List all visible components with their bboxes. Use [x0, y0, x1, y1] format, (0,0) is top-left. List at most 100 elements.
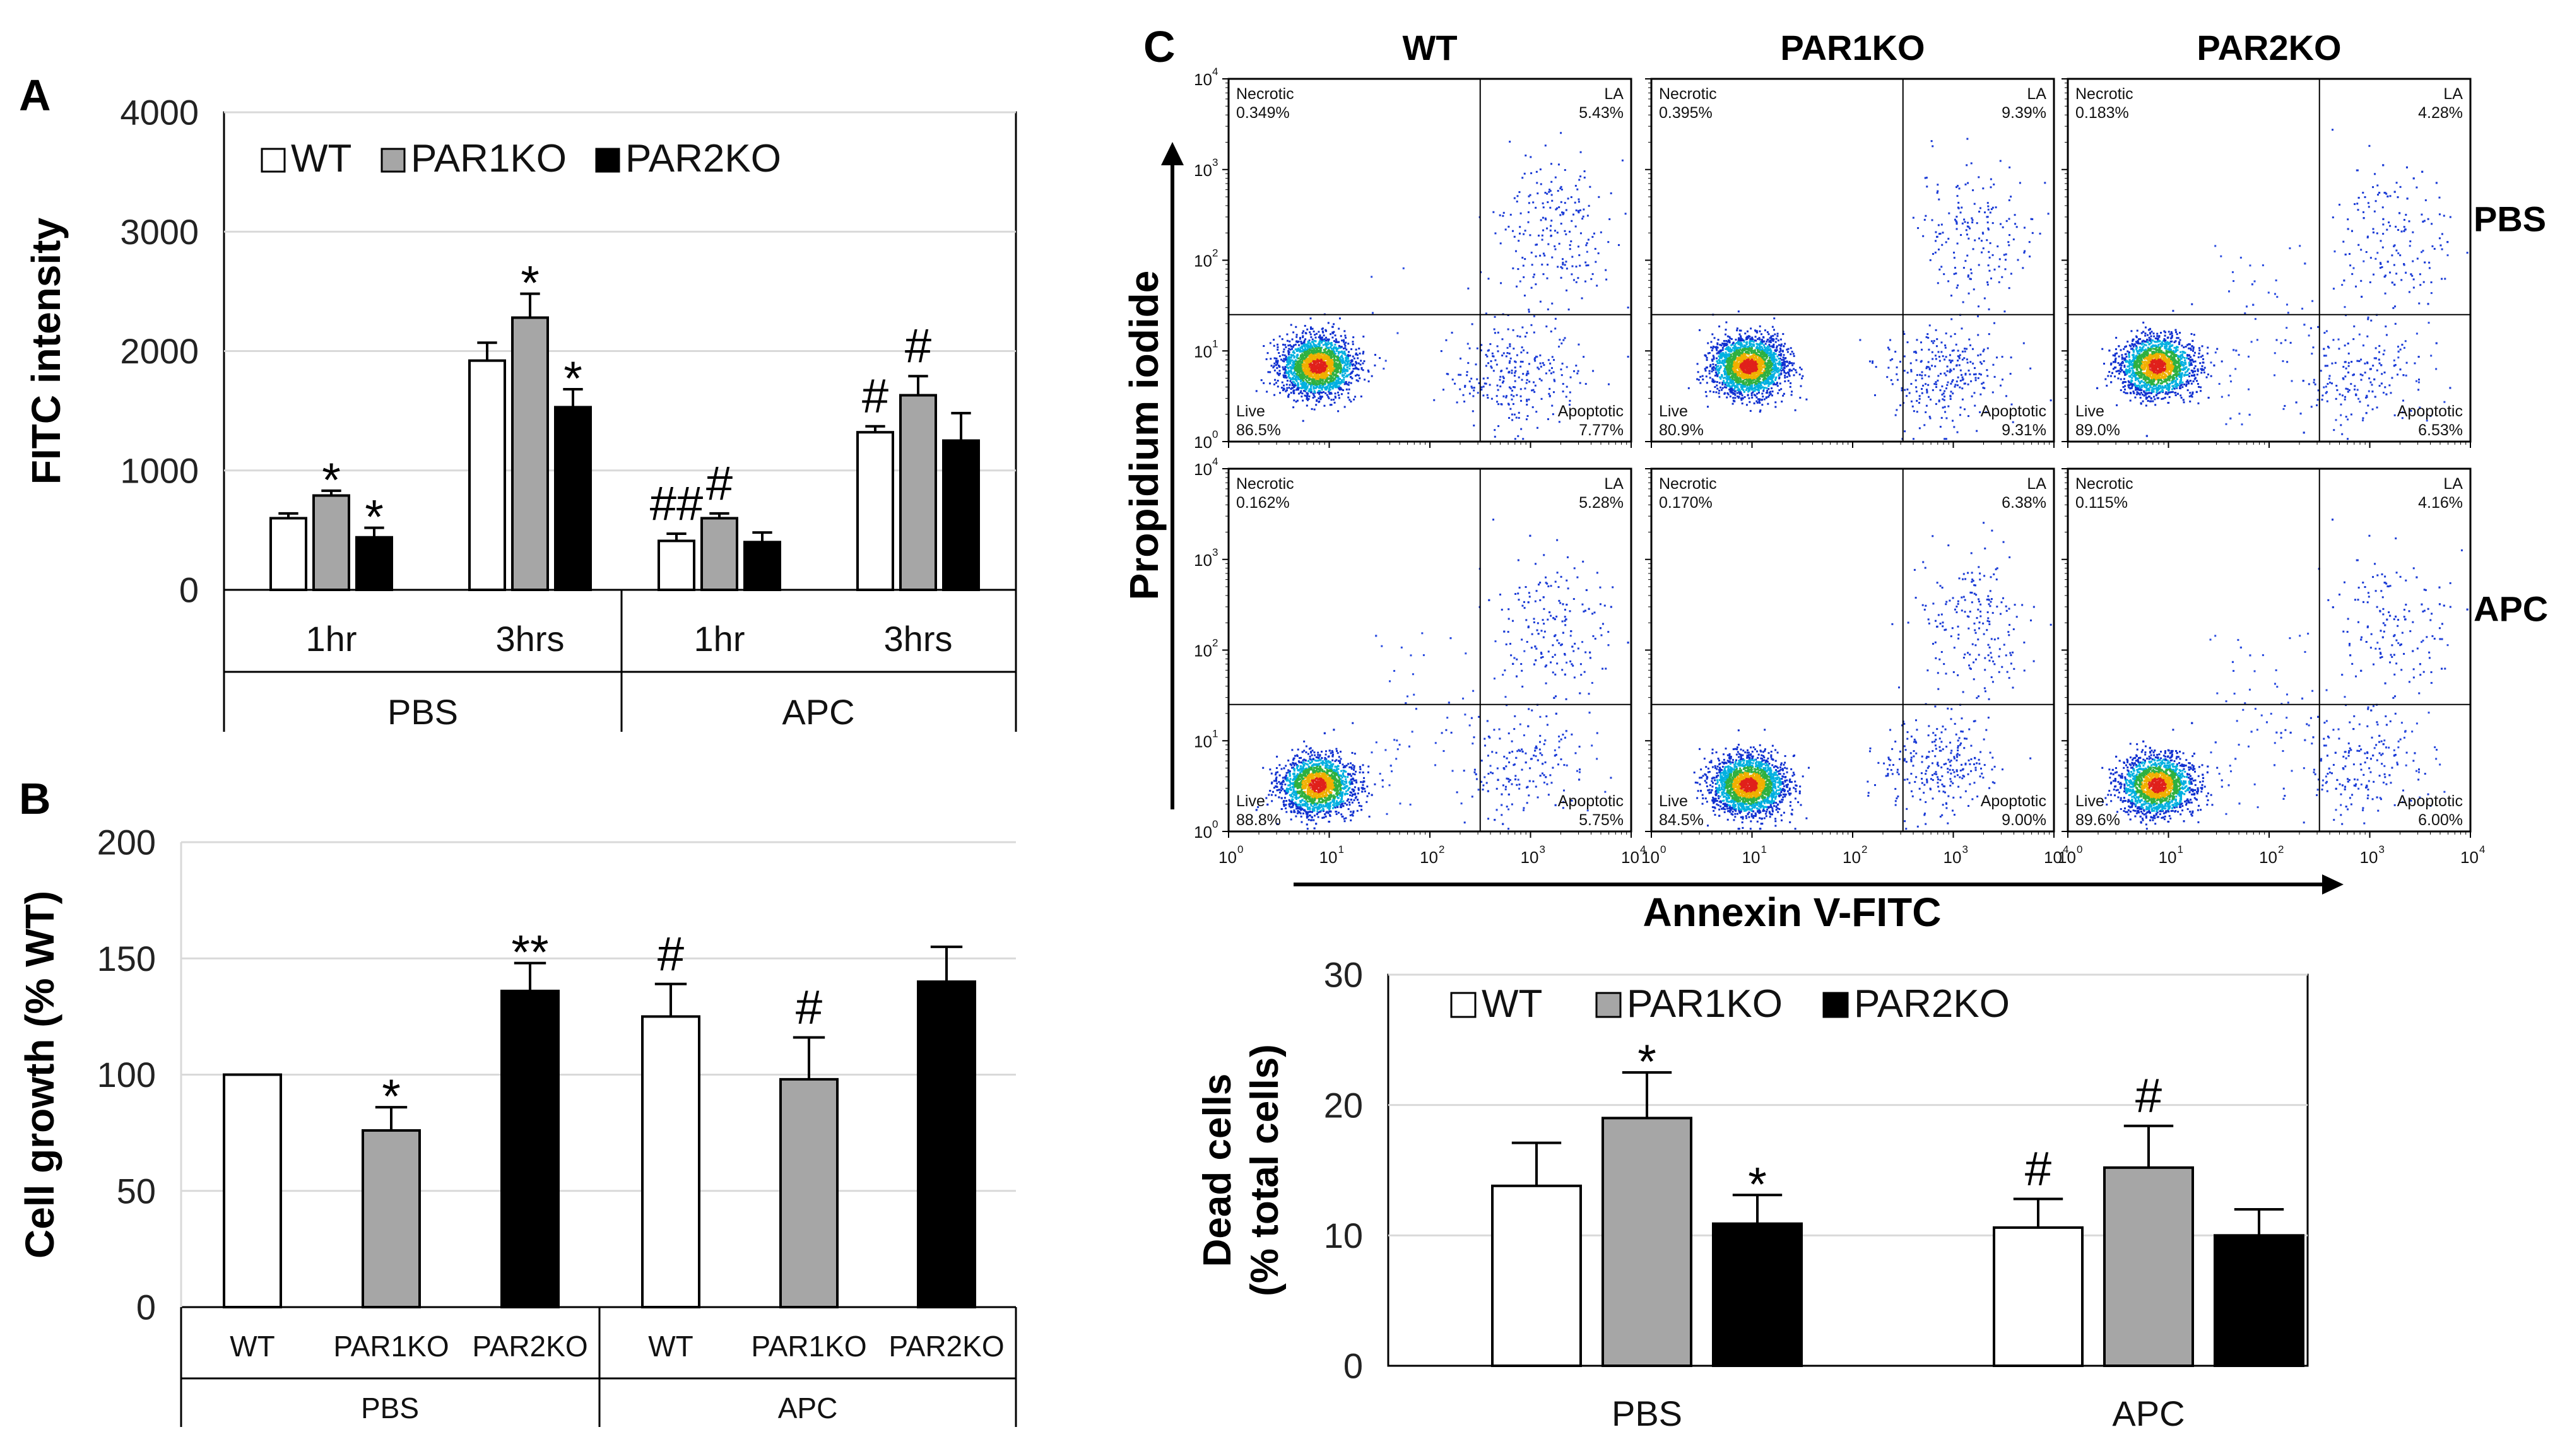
flow-event-dot	[1287, 363, 1290, 366]
flow-event-dot	[1742, 346, 1744, 348]
flow-event-dot	[1627, 306, 1629, 308]
flow-event-dot	[1321, 351, 1324, 354]
flow-event-dot	[1515, 416, 1518, 419]
flow-event-dot	[1486, 394, 1489, 396]
flow-event-dot	[1771, 363, 1773, 365]
flow-event-dot	[1295, 375, 1298, 377]
flow-event-dot	[1463, 401, 1466, 403]
flow-event-dot	[1300, 374, 1302, 377]
flow-event-dot	[1508, 361, 1511, 364]
flow-event-dot	[1301, 357, 1304, 360]
flow-event-dot	[1760, 353, 1762, 356]
flow-event-dot	[1533, 273, 1536, 276]
flow-event-dot	[1778, 373, 1781, 375]
flow-event-dot	[1285, 389, 1288, 392]
flow-event-dot	[1574, 185, 1577, 187]
chart-a-ytick-label: 2000	[120, 331, 199, 371]
flow-event-dot	[1708, 372, 1711, 375]
flow-event-dot	[1752, 360, 1754, 363]
flow-event-dot	[1299, 372, 1301, 374]
flow-event-dot	[1567, 308, 1570, 311]
flow-event-dot	[1402, 267, 1405, 269]
flow-event-dot	[1769, 337, 1771, 339]
flow-event-dot	[1718, 382, 1721, 384]
flow-event-dot	[1918, 397, 1921, 400]
flow-event-dot	[1759, 402, 1761, 404]
flow-event-dot	[1502, 352, 1505, 355]
flow-event-dot	[1374, 364, 1376, 367]
flow-event-dot	[1783, 361, 1785, 364]
flow-event-dot	[1451, 379, 1454, 381]
flow-event-dot	[1726, 368, 1729, 371]
flow-event-dot	[1276, 372, 1278, 374]
flow-event-dot	[1784, 380, 1786, 382]
flow-event-dot	[1291, 373, 1294, 376]
flow-event-dot	[1964, 348, 1966, 350]
flow-event-dot	[2028, 241, 2031, 244]
flow-event-dot	[1294, 377, 1297, 379]
flow-event-dot	[1762, 336, 1765, 338]
flow-event-dot	[1539, 362, 1542, 365]
flow-event-dot	[1326, 346, 1328, 349]
flow-event-dot	[1305, 367, 1307, 369]
flow-event-dot	[1338, 364, 1340, 367]
flow-event-dot	[1938, 268, 1941, 271]
flow-event-dot	[1518, 191, 1521, 194]
flow-event-dot	[1735, 342, 1738, 344]
flow-event-dot	[1309, 333, 1312, 336]
flow-event-dot	[1352, 341, 1354, 343]
flow-event-dot	[1324, 372, 1326, 374]
flow-event-dot	[1314, 372, 1317, 374]
flow-event-dot	[1721, 387, 1724, 389]
flow-event-dot	[1730, 367, 1732, 369]
flow-event-dot	[1313, 379, 1315, 382]
flow-event-dot	[1442, 389, 1444, 391]
flow-event-dot	[1512, 402, 1514, 405]
chart-b-xtick-label: PAR1KO	[333, 1330, 449, 1363]
flow-event-dot	[1944, 390, 1946, 392]
flow-event-dot	[1747, 372, 1750, 375]
flow-event-dot	[1793, 355, 1795, 357]
flow-event-dot	[1959, 369, 1962, 372]
flow-event-dot	[1304, 364, 1306, 367]
flow-event-dot	[1547, 264, 1549, 266]
flow-event-dot	[1319, 384, 1322, 387]
flow-event-dot	[1536, 182, 1538, 184]
flow-event-dot	[1773, 344, 1775, 347]
flow-event-dot	[1537, 192, 1539, 195]
flow-event-dot	[1323, 339, 1326, 342]
flow-event-dot	[1728, 384, 1730, 387]
flow-event-dot	[1541, 238, 1543, 241]
flow-event-dot	[1542, 252, 1545, 255]
flow-event-dot	[1763, 375, 1766, 377]
chart-a-legend-par1ko-swatch	[380, 148, 406, 173]
flow-event-dot	[1780, 363, 1783, 365]
flow-event-dot	[1887, 346, 1889, 349]
flow-event-dot	[1571, 220, 1573, 222]
flow-event-dot	[1752, 349, 1755, 352]
flow-event-dot	[1339, 358, 1342, 361]
flow-event-dot	[1578, 198, 1580, 201]
flow-event-dot	[1321, 330, 1324, 332]
flow-event-dot	[1289, 380, 1292, 382]
flow-event-dot	[1318, 350, 1321, 353]
flow-event-dot	[1319, 381, 1321, 384]
flow-event-dot	[1278, 352, 1280, 355]
flow-event-dot	[1944, 346, 1947, 349]
flow-event-dot	[1511, 230, 1514, 232]
flow-event-dot	[1310, 351, 1313, 354]
flow-event-dot	[1741, 373, 1743, 376]
flow-event-dot	[1952, 349, 1955, 351]
flow-event-dot	[1282, 366, 1284, 368]
flow-event-dot	[1713, 379, 1715, 382]
flow-event-dot	[1322, 344, 1324, 346]
flow-event-dot	[1297, 340, 1300, 343]
flow-event-dot	[1776, 349, 1778, 351]
flow-event-dot	[1325, 330, 1328, 332]
flow-event-dot	[1355, 348, 1357, 351]
flow-event-dot	[1313, 343, 1315, 345]
flow-event-dot	[1605, 269, 1607, 271]
flow-event-dot	[1726, 396, 1728, 399]
flow-event-dot	[1750, 379, 1753, 382]
flow-event-dot	[1956, 215, 1958, 218]
